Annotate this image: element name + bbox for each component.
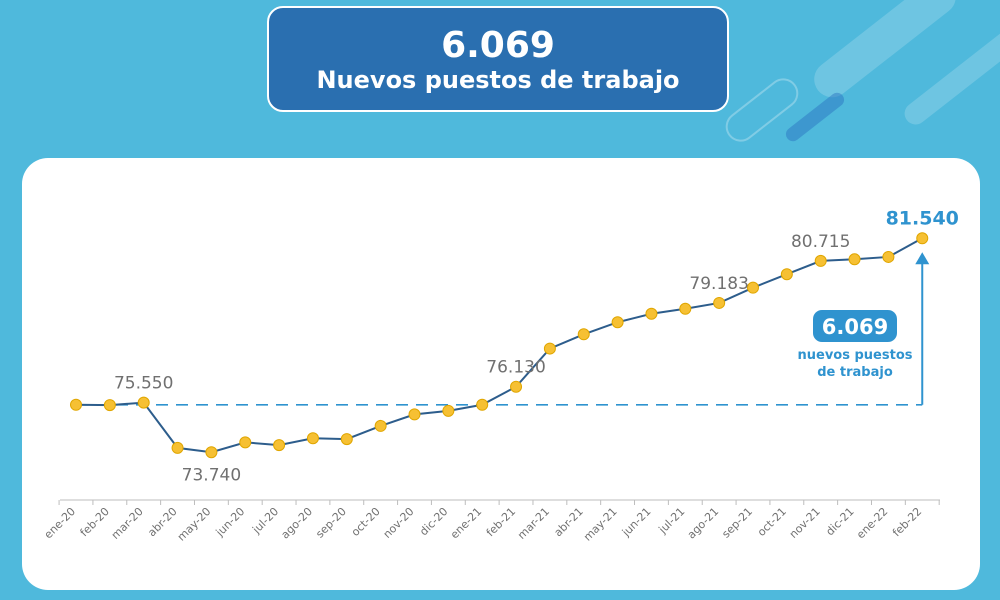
x-tick-label: may-20 <box>175 505 214 544</box>
x-tick-label: ago-21 <box>685 505 722 542</box>
data-point <box>239 436 252 449</box>
data-point <box>713 296 726 309</box>
x-tick-label: oct-21 <box>755 505 789 539</box>
x-tick-label: feb-20 <box>78 505 112 539</box>
data-point <box>916 232 929 245</box>
data-point <box>543 342 556 355</box>
x-tick-label: nov-20 <box>381 505 417 541</box>
x-tick-label: ene-20 <box>42 505 78 541</box>
data-point <box>205 446 218 459</box>
data-label: 73.740 <box>182 465 241 485</box>
x-tick-label: jul-20 <box>249 505 281 537</box>
data-point <box>137 396 150 409</box>
x-tick-label: ene-21 <box>448 505 484 541</box>
data-point <box>814 254 827 267</box>
data-point <box>747 281 759 294</box>
x-tick-label: dic-20 <box>417 505 450 538</box>
data-point <box>408 408 421 421</box>
increase-arrow-head <box>915 252 930 265</box>
x-tick-label: feb-22 <box>890 505 924 539</box>
data-point <box>103 399 116 412</box>
x-tick-label: ene-22 <box>854 505 890 541</box>
x-tick-label: sep-20 <box>313 505 349 541</box>
x-tick-label: sep-21 <box>719 505 755 541</box>
x-tick-label: dic-21 <box>823 505 856 538</box>
x-tick-label: may-21 <box>581 505 620 544</box>
data-point <box>780 268 793 281</box>
series-line <box>75 237 923 454</box>
annotation-value: 6.069 <box>822 315 888 339</box>
data-point <box>442 404 455 417</box>
data-point <box>510 380 523 393</box>
x-tick-label: mar-21 <box>515 505 552 542</box>
data-point <box>306 432 319 445</box>
data-point <box>611 316 624 329</box>
data-point <box>273 439 286 452</box>
data-point <box>848 253 861 266</box>
x-tick-label: oct-20 <box>349 505 383 539</box>
x-tick-label: jun-20 <box>213 505 248 540</box>
annotation-badge <box>813 310 897 342</box>
header-subtitle: Nuevos puestos de trabajo <box>316 66 680 94</box>
x-tick-label: nov-21 <box>787 505 823 541</box>
data-label: 79.183 <box>689 274 748 294</box>
data-point <box>374 419 387 432</box>
x-tick-label: ago-20 <box>279 505 316 542</box>
header-box: 6.069 Nuevos puestos de trabajo <box>267 6 729 112</box>
x-tick-label: jun-21 <box>619 505 654 540</box>
data-label: 75.550 <box>114 374 173 394</box>
annotation-line2: de trabajo <box>817 365 893 380</box>
x-tick-label: jul-21 <box>656 505 688 537</box>
annotation-line1: nuevos puestos <box>798 348 913 363</box>
data-point <box>577 328 590 341</box>
header-value: 6.069 <box>441 25 555 66</box>
data-point <box>340 433 353 446</box>
data-point <box>476 398 489 411</box>
data-point <box>171 441 184 454</box>
data-label: 81.540 <box>886 207 959 229</box>
data-label: 76.130 <box>486 358 545 378</box>
data-point <box>645 307 658 320</box>
data-point <box>70 398 82 411</box>
x-tick-label: mar-20 <box>109 505 146 542</box>
x-tick-label: feb-21 <box>484 505 518 539</box>
data-point <box>882 250 895 263</box>
data-point <box>679 302 692 315</box>
data-label: 80.715 <box>791 232 850 252</box>
chart-card <box>22 158 980 590</box>
